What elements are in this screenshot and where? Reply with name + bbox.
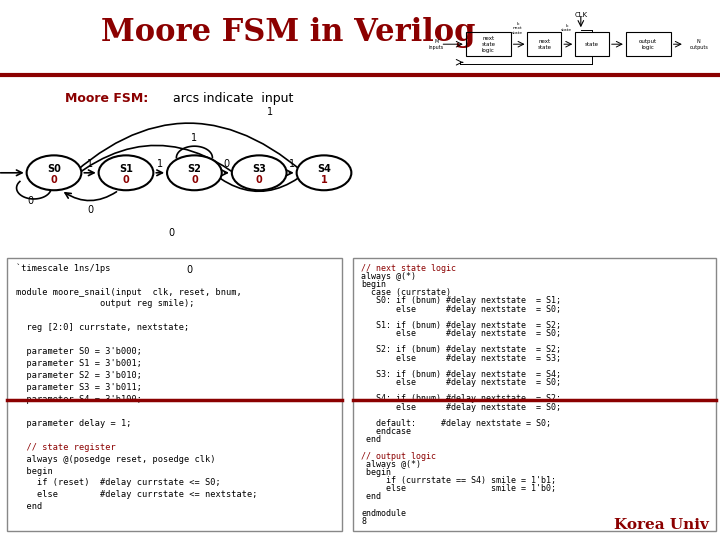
Text: Korea Univ: Korea Univ (614, 518, 709, 532)
Text: CLK: CLK (575, 12, 588, 18)
Text: // output logic: // output logic (361, 451, 436, 461)
Text: 1: 1 (87, 159, 93, 169)
Bar (626, 32, 671, 56)
Text: 8: 8 (361, 517, 366, 526)
Text: parameter S0 = 3'b000;: parameter S0 = 3'b000; (16, 347, 142, 356)
Text: 0: 0 (122, 175, 130, 185)
Text: 1: 1 (157, 159, 163, 169)
Text: always @(*): always @(*) (361, 460, 421, 469)
Text: 0: 0 (27, 195, 33, 206)
Text: 0: 0 (186, 265, 192, 275)
Circle shape (232, 156, 287, 190)
Circle shape (99, 156, 153, 190)
Text: if (reset)  #delay currstate <= S0;: if (reset) #delay currstate <= S0; (16, 478, 220, 488)
Text: 0: 0 (87, 205, 93, 215)
Text: // state register: // state register (16, 443, 116, 451)
Text: S0: S0 (47, 164, 61, 174)
Text: 0: 0 (224, 159, 230, 169)
Text: S3: if (bnum) #delay nextstate  = S4;: S3: if (bnum) #delay nextstate = S4; (361, 370, 562, 379)
Text: S4: if (bnum) #delay nextstate  = S2;: S4: if (bnum) #delay nextstate = S2; (361, 394, 562, 403)
Text: output reg smile);: output reg smile); (16, 300, 194, 308)
Bar (528, 32, 561, 56)
Circle shape (297, 156, 351, 190)
Text: if (currstate == S4) smile = 1'b1;: if (currstate == S4) smile = 1'b1; (361, 476, 557, 485)
Text: next
state: next state (537, 39, 552, 50)
Text: S1: S1 (119, 164, 133, 174)
Text: reg [2:0] currstate, nextstate;: reg [2:0] currstate, nextstate; (16, 323, 189, 332)
Text: 0: 0 (191, 175, 198, 185)
Text: 0: 0 (50, 175, 58, 185)
Text: arcs indicate  input: arcs indicate input (169, 92, 294, 105)
Text: 0: 0 (168, 228, 174, 238)
Text: N
outputs: N outputs (689, 39, 708, 50)
Text: k
next
state: k next state (512, 22, 523, 35)
Text: 1: 1 (267, 107, 273, 117)
Text: S0: if (bnum) #delay nextstate  = S1;: S0: if (bnum) #delay nextstate = S1; (361, 296, 562, 305)
Text: Moore FSM in Verilog: Moore FSM in Verilog (101, 17, 475, 48)
Text: else      #delay nextstate  = S0;: else #delay nextstate = S0; (361, 378, 562, 387)
Text: // next state logic: // next state logic (361, 264, 456, 273)
Text: always @(posedge reset, posedge clk): always @(posedge reset, posedge clk) (16, 455, 215, 464)
Text: else      #delay nextstate  = S0;: else #delay nextstate = S0; (361, 305, 562, 314)
Text: endcase: endcase (361, 427, 411, 436)
Text: parameter S1 = 3'b001;: parameter S1 = 3'b001; (16, 359, 142, 368)
Text: Moore FSM:: Moore FSM: (65, 92, 148, 105)
Text: parameter delay = 1;: parameter delay = 1; (16, 419, 131, 428)
Text: else      #delay nextstate  = S0;: else #delay nextstate = S0; (361, 403, 562, 411)
Text: S2: if (bnum) #delay nextstate  = S2;: S2: if (bnum) #delay nextstate = S2; (361, 346, 562, 354)
Text: module moore_snail(input  clk, reset, bnum,: module moore_snail(input clk, reset, bnu… (16, 287, 242, 296)
Circle shape (167, 156, 222, 190)
Text: end: end (361, 492, 382, 502)
Text: 1: 1 (320, 175, 328, 185)
Text: default:     #delay nextstate = S0;: default: #delay nextstate = S0; (361, 419, 552, 428)
Text: S2: S2 (187, 164, 202, 174)
Text: 1: 1 (192, 133, 197, 143)
Text: S3: S3 (252, 164, 266, 174)
Text: begin: begin (361, 280, 387, 289)
Text: state: state (585, 42, 599, 46)
Text: else      #delay nextstate  = S3;: else #delay nextstate = S3; (361, 354, 562, 362)
Text: S4: S4 (317, 164, 331, 174)
Text: `timescale 1ns/1ps: `timescale 1ns/1ps (16, 264, 110, 273)
Text: begin: begin (16, 467, 53, 476)
FancyBboxPatch shape (7, 258, 342, 531)
Text: case (currstate): case (currstate) (361, 288, 451, 297)
Text: S1: if (bnum) #delay nextstate  = S2;: S1: if (bnum) #delay nextstate = S2; (361, 321, 562, 330)
Text: parameter S4 = 3'b100;: parameter S4 = 3'b100; (16, 395, 142, 404)
Text: M
inputs: M inputs (428, 39, 444, 50)
Bar (466, 32, 510, 56)
FancyBboxPatch shape (353, 258, 716, 531)
Text: begin: begin (361, 468, 392, 477)
Text: always @(*): always @(*) (361, 272, 416, 281)
Bar (575, 32, 609, 56)
Text: next
state
logic: next state logic (481, 36, 495, 52)
Circle shape (27, 156, 81, 190)
Text: else        #delay currstate <= nextstate;: else #delay currstate <= nextstate; (16, 490, 257, 500)
Text: parameter S2 = 3'b010;: parameter S2 = 3'b010; (16, 371, 142, 380)
Text: endmodule: endmodule (361, 509, 406, 518)
Text: 0: 0 (256, 175, 263, 185)
Text: end: end (361, 435, 382, 444)
Text: 1: 1 (289, 159, 294, 169)
Text: else      #delay nextstate  = S0;: else #delay nextstate = S0; (361, 329, 562, 338)
Text: parameter S3 = 3'b011;: parameter S3 = 3'b011; (16, 383, 142, 392)
Text: else                 smile = 1'b0;: else smile = 1'b0; (361, 484, 557, 493)
Text: k
state: k state (561, 24, 572, 32)
Text: end: end (16, 502, 42, 511)
Text: output
logic: output logic (639, 39, 657, 50)
